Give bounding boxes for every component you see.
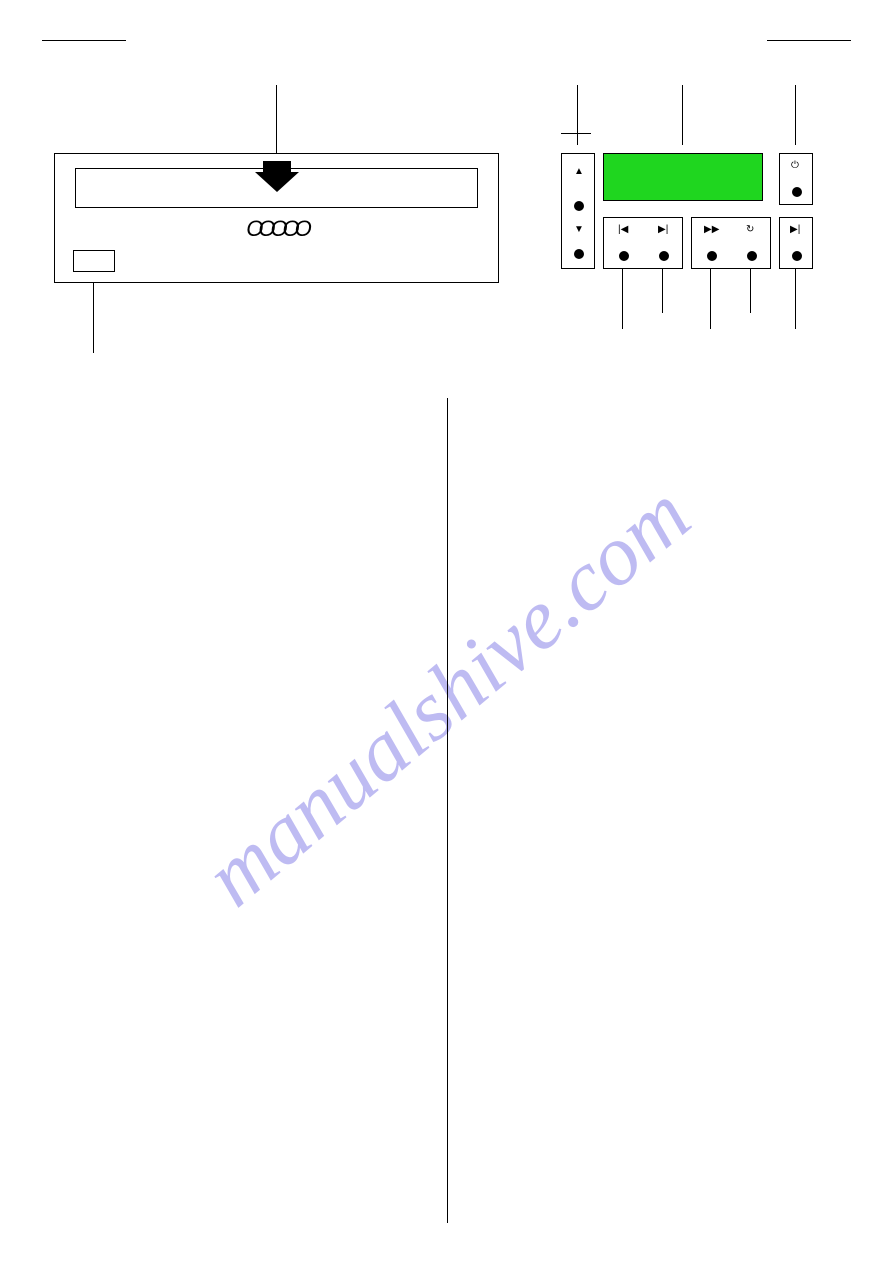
coil-glyph: OOOOO: [246, 216, 307, 242]
play-group: ▶|: [779, 217, 813, 269]
control-panel: ▲ ▼ |◀ ▶| ▶▶ ↻ ⏻ ▶|: [531, 145, 851, 305]
callout-line: [622, 269, 623, 329]
repeat-button[interactable]: [747, 251, 757, 261]
vol-down-button[interactable]: [574, 249, 584, 259]
power-button[interactable]: [792, 187, 802, 197]
seek-icon: ▶▶: [704, 224, 719, 235]
top-rule-left: [42, 40, 126, 41]
callout-line: [750, 269, 751, 313]
power-icon: ⏻: [791, 160, 799, 171]
callout-line: [710, 269, 711, 329]
callout-line: [795, 85, 796, 145]
vol-up-icon: ▲: [574, 166, 584, 177]
seek-repeat-group: ▶▶ ↻: [691, 217, 771, 269]
insert-arrow-icon: [255, 172, 299, 192]
callout-line: [276, 85, 277, 153]
prev-button[interactable]: [619, 251, 629, 261]
callout-line: [662, 269, 663, 313]
callout-line: [561, 133, 591, 134]
prev-icon: |◀: [618, 224, 628, 235]
skip-group: |◀ ▶|: [603, 217, 683, 269]
usb-port: [73, 250, 115, 272]
callout-line: [795, 269, 796, 329]
power-group: ⏻: [779, 153, 813, 205]
next-icon: ▶|: [658, 224, 668, 235]
repeat-icon: ↻: [746, 224, 754, 235]
volume-group: ▲ ▼: [561, 153, 595, 269]
vol-down-icon: ▼: [574, 224, 584, 235]
cd-slot: [75, 168, 478, 208]
play-button[interactable]: [792, 251, 802, 261]
top-rule-right: [767, 40, 851, 41]
column-divider: [447, 398, 448, 1223]
device-diagram: OOOOO ▲ ▼ |◀ ▶| ▶▶ ↻: [42, 85, 851, 365]
play-icon: ▶|: [790, 224, 800, 235]
lcd-display: [603, 153, 763, 201]
vol-up-button[interactable]: [574, 201, 584, 211]
cd-slot-unit: OOOOO: [54, 153, 499, 283]
next-button[interactable]: [659, 251, 669, 261]
callout-line: [577, 85, 578, 145]
seek-button[interactable]: [707, 251, 717, 261]
callout-line: [93, 283, 94, 353]
callout-line: [682, 85, 683, 145]
